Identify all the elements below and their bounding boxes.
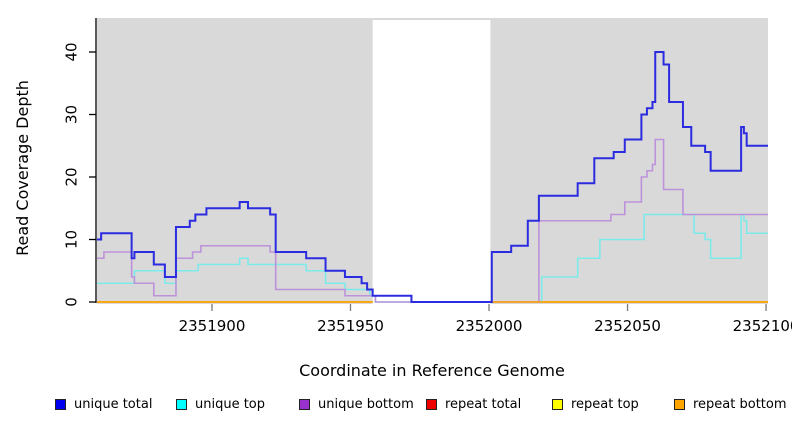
- y-tick-label: 10: [63, 230, 81, 249]
- x-tick-label: 2352050: [594, 317, 661, 335]
- legend-swatch: [426, 398, 437, 410]
- legend-label: unique bottom: [318, 396, 414, 412]
- legend-item-unique-bottom: unique bottom: [299, 396, 414, 412]
- legend-label: unique total: [74, 396, 153, 412]
- legend-label: repeat top: [571, 396, 639, 412]
- x-tick-label: 2352000: [456, 317, 523, 335]
- chart-legend: unique total unique top unique bottom repea…: [0, 396, 792, 418]
- legend-item-unique-total: unique total: [55, 396, 152, 412]
- series-path-unique-total: [97, 51, 768, 303]
- legend-swatch: [674, 398, 685, 410]
- legend-item-repeat-bottom: repeat bottom: [674, 396, 787, 412]
- y-tick-label: 30: [63, 105, 81, 124]
- legend-swatch: [299, 398, 310, 410]
- series-path-unique-bottom: [97, 138, 768, 303]
- legend-label: repeat total: [445, 396, 522, 412]
- y-axis-title: Read Coverage Depth: [13, 80, 32, 256]
- x-tick-label: 2352100: [733, 317, 792, 335]
- legend-swatch: [55, 398, 66, 410]
- legend-swatch: [552, 398, 563, 410]
- x-tick-label: 2351950: [317, 317, 384, 335]
- coverage-gap-region: [372, 20, 491, 304]
- legend-item-repeat-total: repeat total: [426, 396, 521, 412]
- y-tick-label: 40: [63, 42, 81, 61]
- y-tick-label: 20: [63, 167, 81, 186]
- legend-label: repeat bottom: [693, 396, 787, 412]
- legend-item-repeat-top: repeat top: [552, 396, 639, 412]
- legend-label: unique top: [195, 396, 266, 412]
- legend-swatch: [176, 398, 187, 410]
- x-axis-title: Coordinate in Reference Genome: [299, 361, 565, 380]
- legend-item-unique-top: unique top: [176, 396, 265, 412]
- y-tick-label: 0: [63, 297, 81, 307]
- x-tick-label: 2351900: [179, 317, 246, 335]
